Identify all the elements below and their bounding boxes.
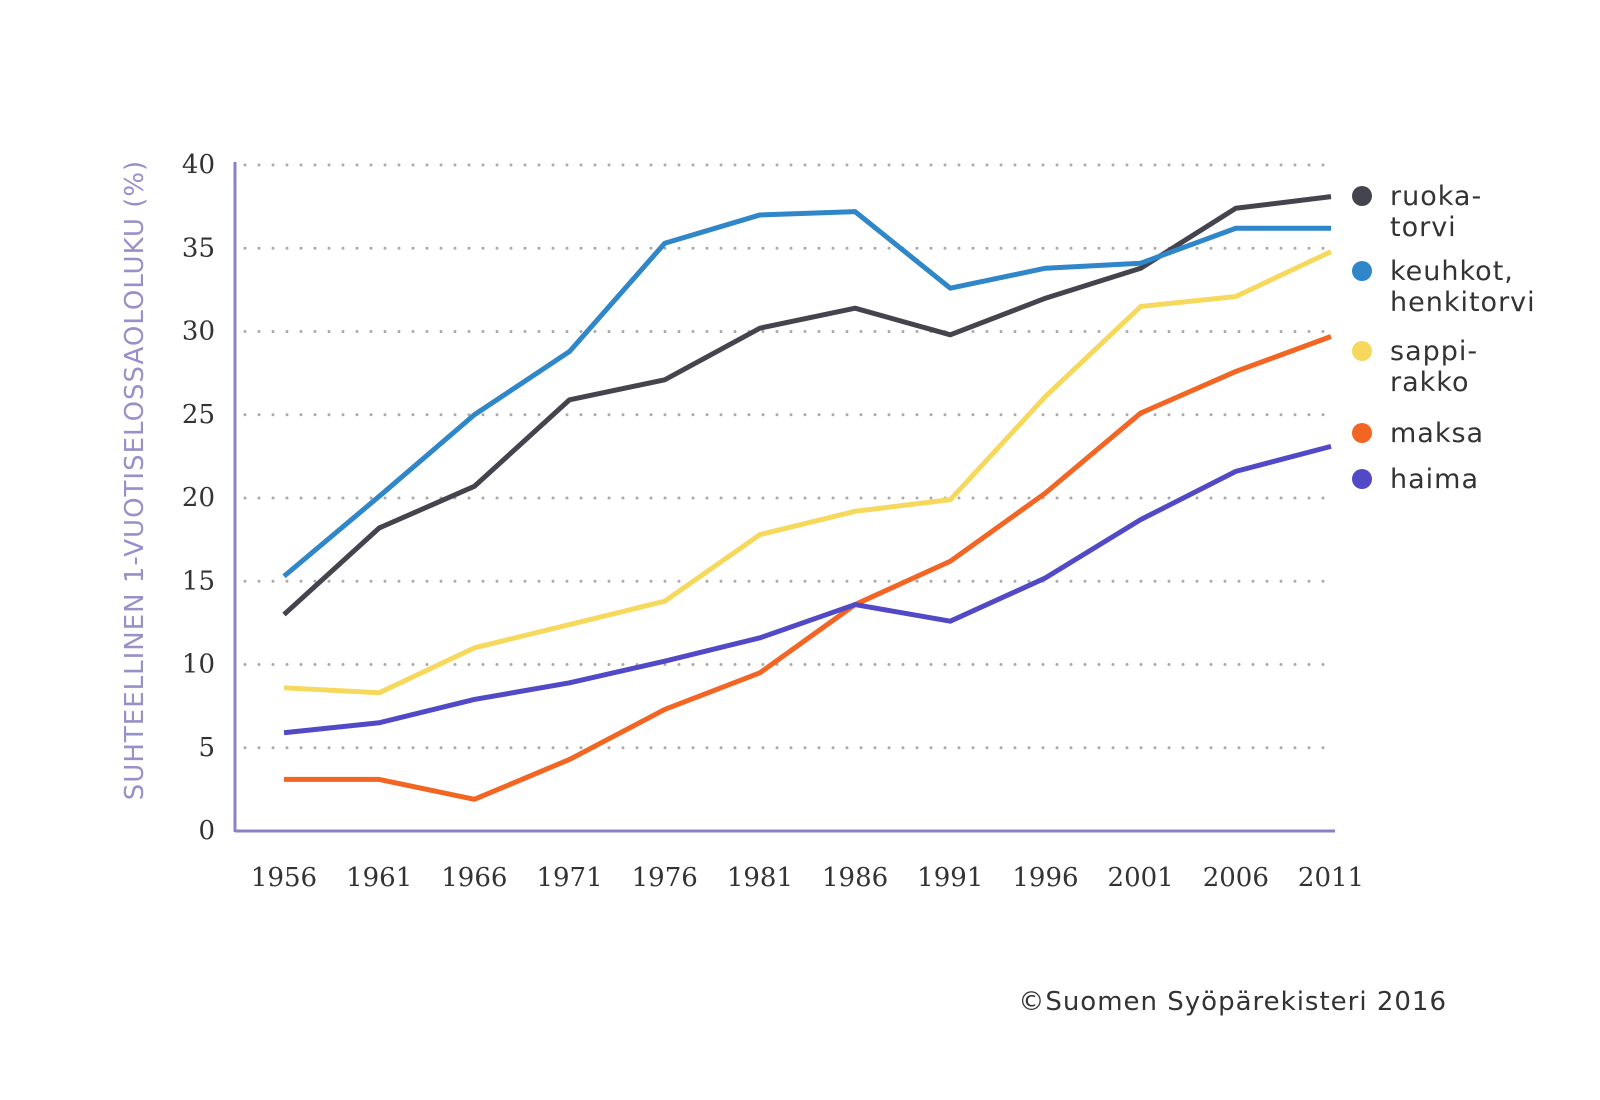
series-line-ruoka-torvi	[282, 194, 1332, 617]
x-tick-labels: 1956 1961 1966 1971 1976 1981 1986 1991 1996 2001…	[251, 863, 1364, 893]
x-tick-label: 1956	[251, 863, 317, 893]
legend-label: ruoka-	[1390, 181, 1482, 212]
x-tick-label: 1961	[346, 863, 412, 893]
legend-label: henkitorvi	[1390, 287, 1536, 318]
copyright: ©Suomen Syöpärekisteri 2016	[1018, 987, 1447, 1017]
y-tick-label: 40	[182, 150, 215, 180]
series-line-sappi-rakko	[283, 249, 1333, 696]
y-tick-label: 0	[198, 816, 215, 846]
legend-item: sappi-rakko	[1352, 336, 1478, 398]
legend-marker	[1352, 186, 1372, 206]
y-tick-label: 10	[182, 650, 215, 680]
axes	[233, 162, 1335, 833]
legend-item: haima	[1352, 464, 1479, 495]
x-tick-label: 1981	[727, 863, 793, 893]
x-tick-label: 2006	[1203, 863, 1269, 893]
legend-label: maksa	[1390, 418, 1484, 449]
series-line-maksa	[284, 334, 1332, 802]
legend-item: ruoka-torvi	[1352, 181, 1482, 243]
x-tick-label: 1976	[632, 863, 698, 893]
x-tick-label: 1991	[917, 863, 983, 893]
y-tick-label: 20	[182, 483, 215, 513]
legend-label: torvi	[1390, 212, 1457, 243]
x-tick-label: 1971	[536, 863, 602, 893]
series-line-keuhkot-henkitorvi	[282, 209, 1331, 579]
x-tick-label: 1996	[1012, 863, 1078, 893]
y-tick-label: 35	[182, 233, 215, 263]
legend-label: keuhkot,	[1390, 256, 1514, 287]
y-tick-labels: 0 5 10 15 20 25 30 35 40	[182, 150, 215, 846]
legend-label: sappi-	[1390, 336, 1478, 367]
legend-label: haima	[1390, 464, 1479, 495]
legend-item: keuhkot,henkitorvi	[1352, 256, 1536, 318]
legend-label: rakko	[1390, 367, 1469, 398]
legend-marker	[1352, 423, 1372, 443]
x-tick-label: 1986	[822, 863, 888, 893]
legend: ruoka-torvi keuhkot,henkitorvi sappi-rakko…	[1352, 181, 1536, 495]
grid	[243, 163, 1337, 750]
series-lines	[282, 194, 1333, 802]
y-tick-label: 5	[198, 733, 215, 763]
legend-marker	[1352, 261, 1372, 281]
x-tick-label: 2011	[1298, 863, 1364, 893]
legend-marker	[1352, 341, 1372, 361]
legend-item: maksa	[1352, 418, 1484, 449]
y-tick-label: 15	[182, 566, 215, 596]
series-line-haima	[283, 443, 1332, 736]
legend-marker	[1352, 469, 1372, 489]
x-tick-label: 1966	[441, 863, 507, 893]
x-tick-label: 2001	[1108, 863, 1174, 893]
y-tick-label: 25	[182, 400, 215, 430]
y-tick-label: 30	[182, 317, 215, 347]
y-axis-label: SUHTEELLINEN 1-VUOTISELOSSAOLOLUKU (%)	[120, 160, 150, 800]
